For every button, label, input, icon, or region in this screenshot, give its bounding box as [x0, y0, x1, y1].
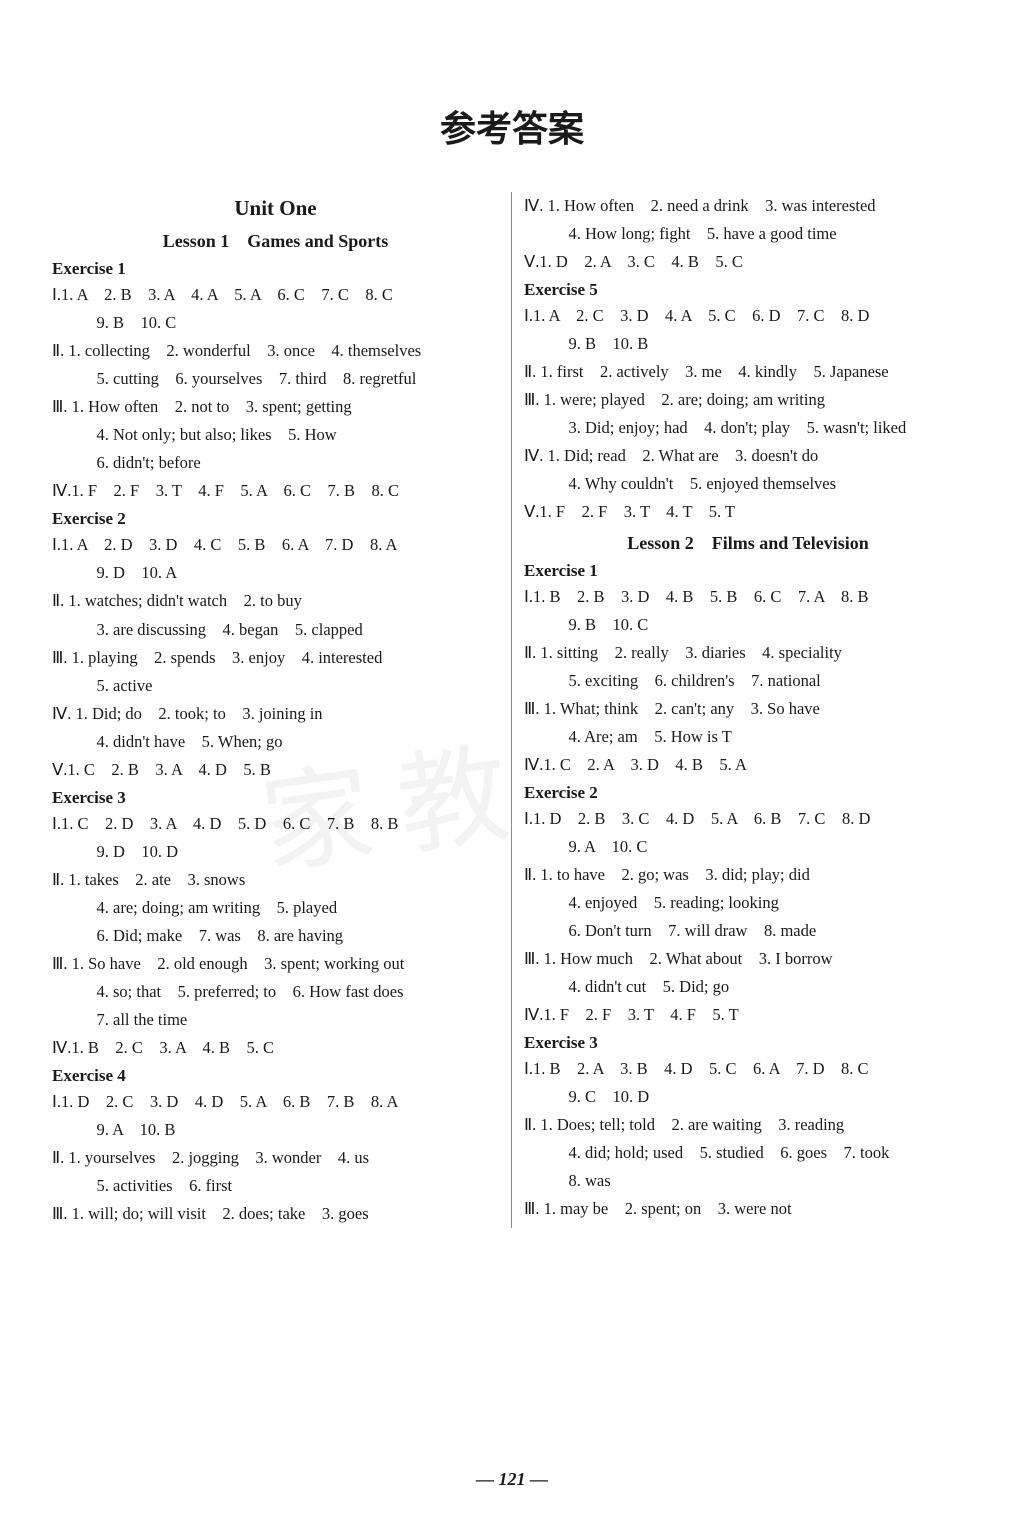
answer-line: Ⅳ. 1. Did; do 2. took; to 3. joining in	[52, 700, 499, 728]
answer-line: Ⅱ. 1. sitting 2. really 3. diaries 4. sp…	[524, 639, 972, 667]
unit-title: Unit One	[52, 196, 499, 221]
answer-line: Ⅰ.1. C 2. D 3. A 4. D 5. D 6. C 7. B 8. …	[52, 810, 499, 838]
answer-line: 9. B 10. C	[52, 309, 499, 337]
answer-line: Ⅰ.1. D 2. B 3. C 4. D 5. A 6. B 7. C 8. …	[524, 805, 972, 833]
answer-line: Ⅰ.1. D 2. C 3. D 4. D 5. A 6. B 7. B 8. …	[52, 1088, 499, 1116]
answer-line: 5. active	[52, 672, 499, 700]
answer-line: 9. C 10. D	[524, 1083, 972, 1111]
answer-line: Ⅳ.1. C 2. A 3. D 4. B 5. A	[524, 751, 972, 779]
answer-line: Ⅴ.1. F 2. F 3. T 4. T 5. T	[524, 498, 972, 526]
answer-line: 9. B 10. C	[524, 611, 972, 639]
exercise-title: Exercise 4	[52, 1066, 499, 1086]
answer-line: Ⅳ.1. F 2. F 3. T 4. F 5. A 6. C 7. B 8. …	[52, 477, 499, 505]
exercise-title: Exercise 2	[524, 783, 972, 803]
answer-line: 4. Why couldn't 5. enjoyed themselves	[524, 470, 972, 498]
answer-line: 6. Don't turn 7. will draw 8. made	[524, 917, 972, 945]
answer-line: Ⅴ.1. D 2. A 3. C 4. B 5. C	[524, 248, 972, 276]
answer-line: Ⅱ. 1. first 2. actively 3. me 4. kindly …	[524, 358, 972, 386]
answer-line: 4. didn't have 5. When; go	[52, 728, 499, 756]
left-column: Unit One Lesson 1 Games and Sports Exerc…	[40, 192, 512, 1228]
answer-line: 3. are discussing 4. began 5. clapped	[52, 616, 499, 644]
answer-line: Ⅱ. 1. yourselves 2. jogging 3. wonder 4.…	[52, 1144, 499, 1172]
answer-line: Ⅰ.1. B 2. B 3. D 4. B 5. B 6. C 7. A 8. …	[524, 583, 972, 611]
exercise-title: Exercise 1	[52, 259, 499, 279]
answer-line: 9. B 10. B	[524, 330, 972, 358]
answer-line: 4. did; hold; used 5. studied 6. goes 7.…	[524, 1139, 972, 1167]
answer-line: Ⅲ. 1. will; do; will visit 2. does; take…	[52, 1200, 499, 1228]
answer-line: Ⅰ.1. A 2. D 3. D 4. C 5. B 6. A 7. D 8. …	[52, 531, 499, 559]
answer-line: Ⅰ.1. A 2. B 3. A 4. A 5. A 6. C 7. C 8. …	[52, 281, 499, 309]
exercise-title: Exercise 1	[524, 561, 972, 581]
answer-line: 4. Not only; but also; likes 5. How	[52, 421, 499, 449]
answer-line: 4. Are; am 5. How is T	[524, 723, 972, 751]
exercise-title: Exercise 3	[524, 1033, 972, 1053]
answer-line: 9. A 10. C	[524, 833, 972, 861]
page-number: — 121 —	[0, 1469, 1024, 1490]
answer-line: 4. so; that 5. preferred; to 6. How fast…	[52, 978, 499, 1006]
lesson-title: Lesson 1 Games and Sports	[52, 227, 499, 253]
answer-line: Ⅳ. 1. Did; read 2. What are 3. doesn't d…	[524, 442, 972, 470]
lesson-title: Lesson 2 Films and Television	[524, 529, 972, 555]
answer-line: 3. Did; enjoy; had 4. don't; play 5. was…	[524, 414, 972, 442]
answer-line: 9. D 10. D	[52, 838, 499, 866]
answer-line: Ⅲ. 1. How often 2. not to 3. spent; gett…	[52, 393, 499, 421]
answer-line: Ⅱ. 1. to have 2. go; was 3. did; play; d…	[524, 861, 972, 889]
answer-line: Ⅳ. 1. How often 2. need a drink 3. was i…	[524, 192, 972, 220]
answer-line: 7. all the time	[52, 1006, 499, 1034]
answer-line: Ⅲ. 1. were; played 2. are; doing; am wri…	[524, 386, 972, 414]
answer-line: Ⅱ. 1. watches; didn't watch 2. to buy	[52, 587, 499, 615]
answer-line: 5. activities 6. first	[52, 1172, 499, 1200]
answer-line: Ⅲ. 1. How much 2. What about 3. I borrow	[524, 945, 972, 973]
answer-line: 5. exciting 6. children's 7. national	[524, 667, 972, 695]
answer-line: Ⅱ. 1. Does; tell; told 2. are waiting 3.…	[524, 1111, 972, 1139]
answer-line: Ⅳ.1. B 2. C 3. A 4. B 5. C	[52, 1034, 499, 1062]
answer-line: Ⅳ.1. F 2. F 3. T 4. F 5. T	[524, 1001, 972, 1029]
answer-line: 4. didn't cut 5. Did; go	[524, 973, 972, 1001]
answer-line: Ⅲ. 1. playing 2. spends 3. enjoy 4. inte…	[52, 644, 499, 672]
right-column: Ⅳ. 1. How often 2. need a drink 3. was i…	[512, 192, 984, 1228]
answer-line: 4. are; doing; am writing 5. played	[52, 894, 499, 922]
answer-line: 8. was	[524, 1167, 972, 1195]
exercise-title: Exercise 2	[52, 509, 499, 529]
answer-line: 4. enjoyed 5. reading; looking	[524, 889, 972, 917]
exercise-title: Exercise 3	[52, 788, 499, 808]
two-column-layout: Unit One Lesson 1 Games and Sports Exerc…	[40, 192, 984, 1228]
answer-line: 6. didn't; before	[52, 449, 499, 477]
answer-line: 5. cutting 6. yourselves 7. third 8. reg…	[52, 365, 499, 393]
answer-line: Ⅱ. 1. collecting 2. wonderful 3. once 4.…	[52, 337, 499, 365]
answer-line: 9. D 10. A	[52, 559, 499, 587]
answer-line: Ⅲ. 1. So have 2. old enough 3. spent; wo…	[52, 950, 499, 978]
answer-line: Ⅴ.1. C 2. B 3. A 4. D 5. B	[52, 756, 499, 784]
answer-line: Ⅲ. 1. What; think 2. can't; any 3. So ha…	[524, 695, 972, 723]
exercise-title: Exercise 5	[524, 280, 972, 300]
answer-line: Ⅱ. 1. takes 2. ate 3. snows	[52, 866, 499, 894]
answer-line: Ⅰ.1. B 2. A 3. B 4. D 5. C 6. A 7. D 8. …	[524, 1055, 972, 1083]
main-title: 参考答案	[40, 100, 984, 152]
answer-line: 9. A 10. B	[52, 1116, 499, 1144]
answer-line: Ⅲ. 1. may be 2. spent; on 3. were not	[524, 1195, 972, 1223]
answer-line: 4. How long; fight 5. have a good time	[524, 220, 972, 248]
answer-line: Ⅰ.1. A 2. C 3. D 4. A 5. C 6. D 7. C 8. …	[524, 302, 972, 330]
answer-line: 6. Did; make 7. was 8. are having	[52, 922, 499, 950]
